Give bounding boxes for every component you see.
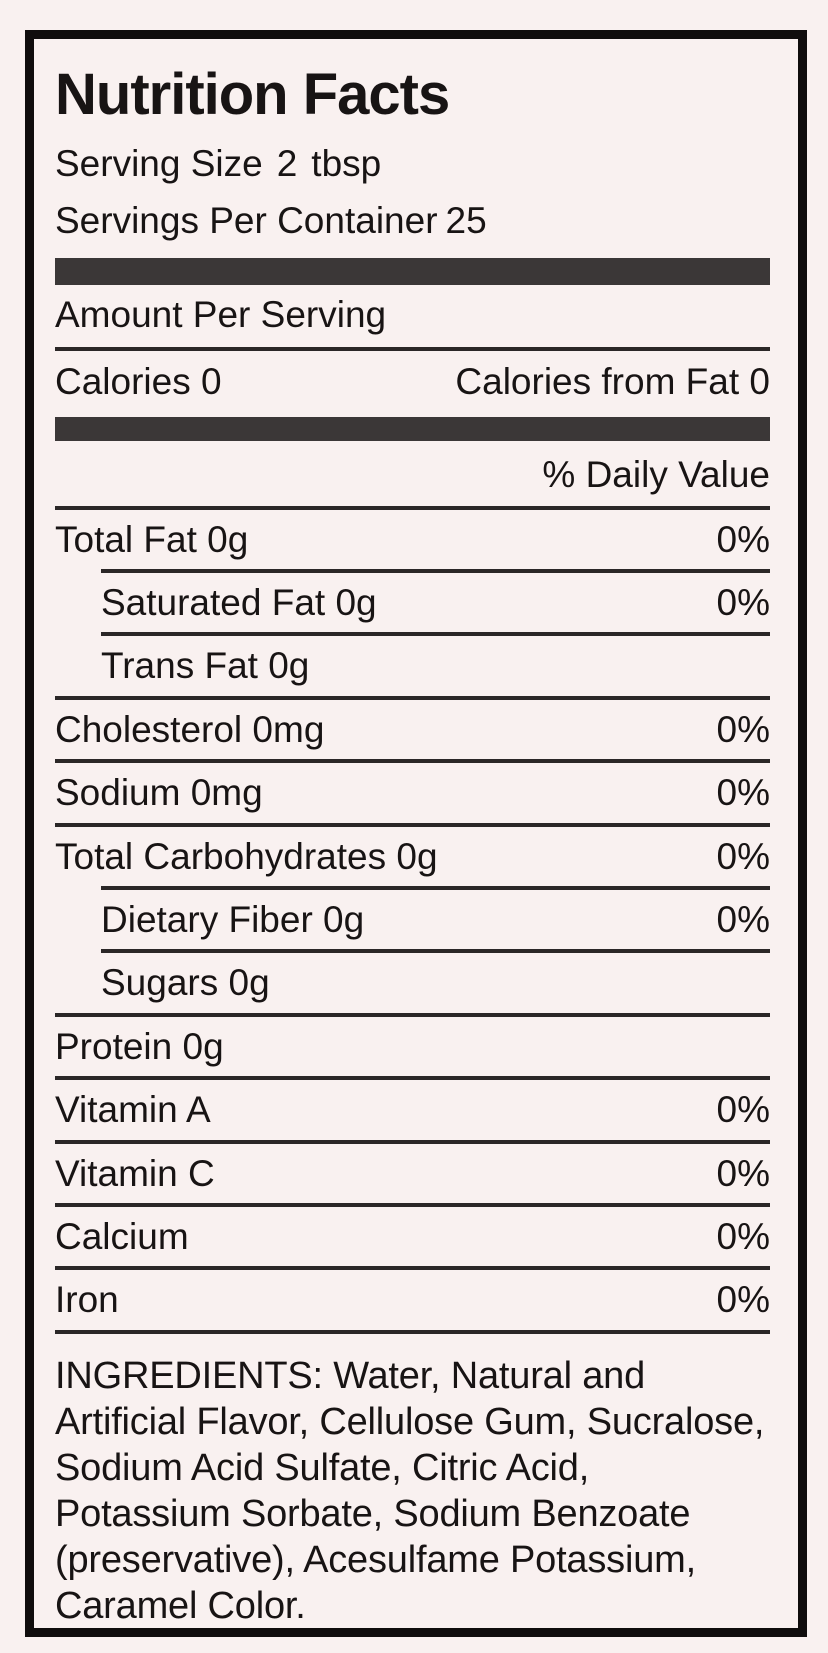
divider	[101, 569, 770, 574]
nutrient-label: Vitamin A	[55, 1089, 211, 1131]
nutrient-label: Total Fat 0g	[55, 518, 249, 560]
serving-size-unit: tbsp	[311, 142, 382, 184]
nutrient-row-iron: Iron 0%	[55, 1270, 770, 1329]
nutrient-row-protein: Protein 0g	[55, 1017, 770, 1076]
divider	[55, 759, 770, 764]
daily-value-header: % Daily Value	[542, 453, 770, 495]
nutrient-row-sugars: Sugars 0g	[55, 953, 770, 1012]
nutrient-row-total-fat: Total Fat 0g 0%	[55, 510, 770, 569]
section-separator-bar	[55, 257, 770, 285]
nutrient-percent: 0%	[716, 1215, 770, 1257]
nutrient-percent: 0%	[716, 899, 770, 941]
nutrient-percent: 0%	[716, 835, 770, 877]
servings-per-container-row: Servings Per Container 25	[55, 199, 770, 243]
nutrient-percent: 0%	[716, 518, 770, 560]
nutrient-row-sodium: Sodium 0mg 0%	[55, 763, 770, 822]
nutrient-label: Sodium 0mg	[55, 772, 263, 814]
nutrient-row-calcium: Calcium 0%	[55, 1207, 770, 1266]
nutrient-percent: 0%	[716, 582, 770, 624]
nutrient-row-total-carbohydrates: Total Carbohydrates 0g 0%	[55, 827, 770, 886]
serving-size-label: Serving Size	[55, 142, 263, 184]
nutrient-row-cholesterol: Cholesterol 0mg 0%	[55, 700, 770, 759]
divider	[101, 632, 770, 637]
divider	[55, 1202, 770, 1207]
calories-from-fat-value: Calories from Fat 0	[455, 360, 770, 402]
servings-per-container-value: 25	[445, 200, 487, 242]
nutrient-row-saturated-fat: Saturated Fat 0g 0%	[55, 573, 770, 632]
nutrition-facts-label: Nutrition Facts Serving Size 2 tbsp Servin…	[25, 30, 807, 1637]
nutrient-label: Dietary Fiber 0g	[101, 899, 365, 941]
divider	[55, 346, 770, 351]
nutrient-label: Sugars 0g	[101, 962, 270, 1004]
nutrient-label: Iron	[55, 1279, 119, 1321]
nutrient-label: Calcium	[55, 1215, 189, 1257]
calories-value: Calories 0	[55, 360, 222, 402]
divider	[101, 886, 770, 891]
serving-size-amount: 2	[276, 142, 298, 184]
nutrient-percent: 0%	[716, 1089, 770, 1131]
servings-per-container-label: Servings Per Container	[55, 200, 438, 242]
nutrient-row-trans-fat: Trans Fat 0g	[55, 636, 770, 695]
divider	[55, 695, 770, 700]
nutrient-label: Saturated Fat 0g	[101, 582, 377, 624]
divider	[101, 949, 770, 954]
nutrient-label: Vitamin C	[55, 1152, 215, 1194]
calories-row: Calories 0 Calories from Fat 0	[55, 351, 770, 417]
nutrient-percent: 0%	[716, 1279, 770, 1321]
serving-size-row: Serving Size 2 tbsp	[55, 142, 770, 186]
nutrient-percent: 0%	[716, 772, 770, 814]
nutrient-percent: 0%	[716, 1152, 770, 1194]
nutrient-label: Total Carbohydrates 0g	[55, 835, 438, 877]
section-separator-bar	[55, 416, 770, 441]
nutrient-row-vitamin-c: Vitamin C 0%	[55, 1144, 770, 1203]
nutrient-label: Trans Fat 0g	[101, 645, 310, 687]
label-title: Nutrition Facts	[55, 62, 450, 127]
nutrient-label: Protein 0g	[55, 1025, 224, 1067]
nutrient-percent: 0%	[716, 708, 770, 750]
amount-per-serving-heading: Amount Per Serving	[55, 293, 387, 335]
nutrient-row-vitamin-a: Vitamin A 0%	[55, 1080, 770, 1139]
nutrient-label: Cholesterol 0mg	[55, 708, 325, 750]
nutrient-row-dietary-fiber: Dietary Fiber 0g 0%	[55, 890, 770, 949]
divider	[55, 1139, 770, 1144]
ingredients-text: INGREDIENTS: Water, Natural and Artifici…	[55, 1354, 765, 1627]
divider	[55, 1329, 770, 1334]
divider	[55, 1012, 770, 1017]
divider	[55, 1266, 770, 1271]
divider	[55, 1076, 770, 1081]
divider	[55, 505, 770, 510]
divider	[55, 822, 770, 827]
